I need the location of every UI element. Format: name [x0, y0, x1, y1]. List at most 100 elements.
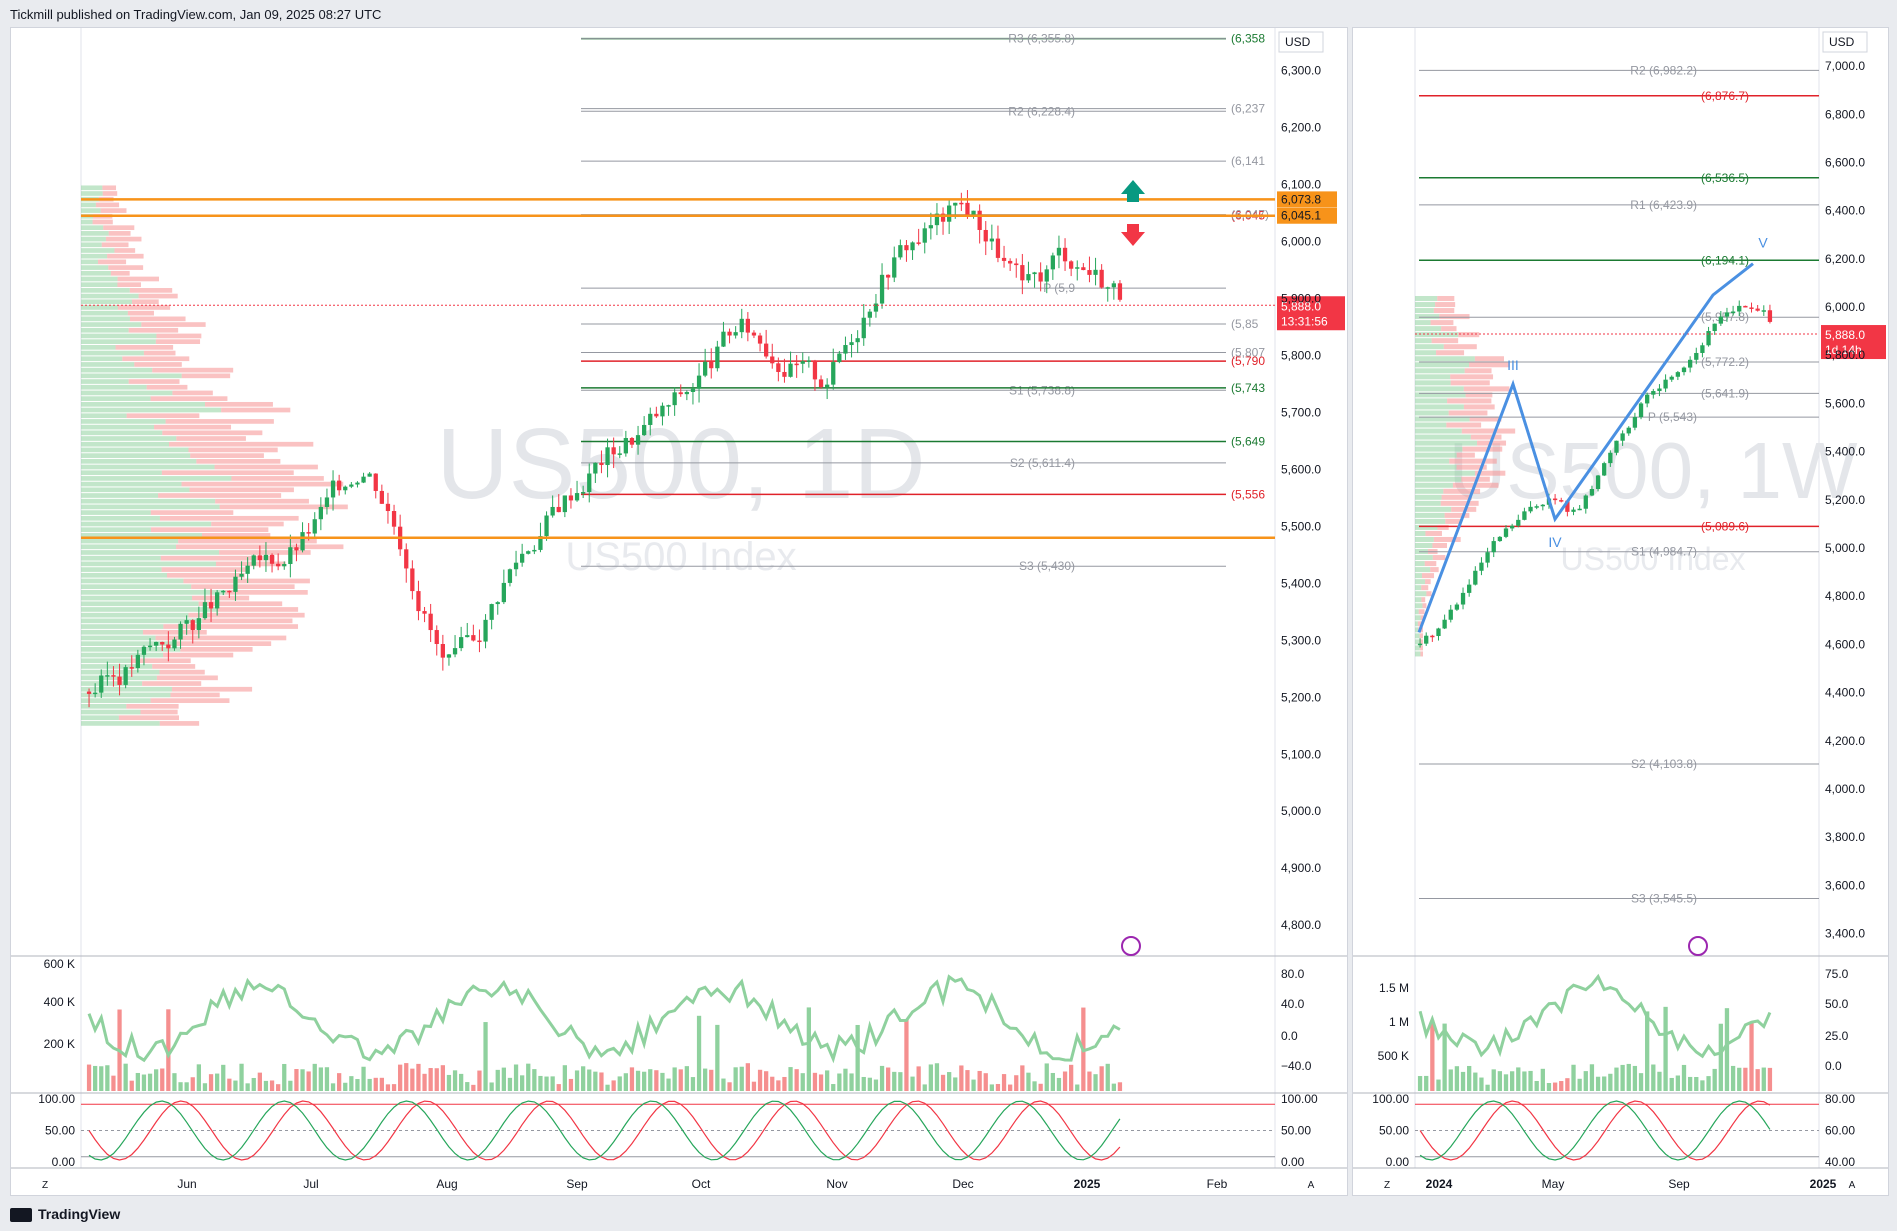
volume-profile-bar: [1430, 567, 1439, 573]
alert-icon: [1688, 936, 1708, 956]
volume-bar: [922, 1084, 927, 1091]
volume-profile-bar: [122, 356, 190, 362]
volume-profile-bar: [1415, 530, 1426, 536]
stoch-axis-tick: 50.00: [1379, 1124, 1409, 1138]
volume-profile-bar: [1464, 368, 1492, 374]
candle-body: [1436, 628, 1441, 637]
volume-profile-bar: [1450, 374, 1494, 380]
volume-profile-bar: [150, 510, 234, 515]
candle-body: [446, 654, 452, 658]
volume-bar: [1528, 1070, 1533, 1091]
weekly-chart-panel[interactable]: US500, 1W US500 Index R2 (6,982.2) (6,876.7…: [1352, 27, 1889, 1196]
volume-bar: [1075, 1084, 1080, 1091]
volume-bar: [483, 1022, 488, 1091]
stoch-line: [1419, 1100, 1771, 1161]
price-axis-tick: 5,300.0: [1281, 633, 1321, 647]
volume-profile-bar: [1440, 500, 1479, 506]
volume-profile-bar: [1463, 404, 1495, 410]
volume-profile-bar: [155, 339, 201, 344]
weekly-chart-svg[interactable]: US500, 1W US500 Index R2 (6,982.2) (6,876.7…: [1353, 28, 1888, 1195]
volume-bar: [879, 1065, 885, 1091]
volume-bar: [99, 1066, 104, 1091]
volume-profile-bar: [188, 612, 305, 618]
volume-bar: [1008, 1084, 1013, 1091]
volume-bar: [1509, 1071, 1515, 1091]
volume-profile-bar: [1419, 633, 1423, 639]
volume-profile-bar: [81, 584, 192, 590]
volume-bar: [1460, 1071, 1466, 1091]
volume-bar: [1099, 1066, 1104, 1091]
volume-profile-bar: [219, 504, 348, 510]
candle-body: [904, 245, 909, 251]
volume-profile-bar: [81, 493, 159, 498]
volume-profile-bar: [1415, 302, 1436, 308]
volume-profile-bar: [102, 191, 118, 196]
candle-body: [910, 242, 915, 251]
level-label: (5,649: [1231, 434, 1265, 448]
volume-bar: [818, 1074, 824, 1091]
oscillator-axis-tick: 0.0: [1281, 1029, 1298, 1043]
volume-profile-bar: [214, 464, 318, 470]
footer-brand[interactable]: TradingView: [0, 1198, 1897, 1231]
price-axis-tick: 6,400.0: [1825, 204, 1865, 218]
volume-profile-bar: [81, 441, 169, 447]
volume-profile-bar: [216, 607, 299, 612]
daily-chart-panel[interactable]: US500, 1D US500 Index (6,358 R3 (6,355.8) R2…: [10, 27, 1348, 1196]
volume-bar: [751, 1081, 757, 1091]
candle-body: [934, 213, 940, 226]
key-level-tag: [1277, 207, 1337, 224]
volume-profile-bar: [152, 367, 234, 373]
candle-body: [1008, 260, 1013, 264]
volume-profile-bar: [81, 185, 103, 191]
candle-body: [1583, 495, 1588, 509]
volume-profile-bar: [1415, 374, 1451, 380]
daily-chart-svg[interactable]: US500, 1D US500 Index (6,358 R3 (6,355.8) R2…: [11, 28, 1347, 1195]
candle-body: [245, 565, 250, 574]
candle-body: [233, 576, 238, 592]
price-axis-tick: 5,600.0: [1825, 396, 1865, 410]
candle-body: [483, 619, 488, 642]
oscillator-axis-tick: −40.0: [1281, 1059, 1312, 1073]
candle-body: [1081, 267, 1086, 271]
level-label: (5,772.2): [1701, 355, 1749, 369]
volume-profile-bar: [81, 721, 160, 726]
volume-profile-bar: [81, 515, 160, 521]
volume-bar: [1724, 1008, 1730, 1091]
volume-profile-bar: [1415, 621, 1418, 627]
volume-bar: [745, 1063, 750, 1091]
stoch-axis-tick: 100.00: [1281, 1092, 1318, 1106]
volume-profile-bar: [1474, 356, 1504, 362]
tradingview-logo-icon: [10, 1208, 32, 1223]
volume-profile-bar: [81, 618, 203, 624]
volume-profile-bar: [81, 430, 163, 436]
candle-body: [1577, 508, 1582, 511]
price-axis-tick: 5,800.0: [1825, 348, 1865, 362]
volume-profile-bar: [81, 709, 141, 715]
volume-profile-bar: [81, 265, 109, 270]
volume-profile-bar: [1415, 506, 1452, 512]
candle-body: [867, 311, 872, 318]
volume-profile-bar: [163, 624, 299, 629]
volume-bar: [184, 1082, 189, 1091]
candle-body: [294, 547, 299, 551]
volume-bar: [1700, 1080, 1705, 1091]
volume-bar: [1442, 1023, 1447, 1091]
volume-bar: [1694, 1076, 1699, 1091]
volume-profile-bar: [190, 453, 264, 458]
candle-body: [300, 532, 305, 551]
volume-bar: [1657, 1071, 1662, 1091]
volume-profile-bar: [1415, 536, 1434, 542]
volume-bar: [477, 1070, 482, 1091]
oscillator-axis-tick: 50.0: [1825, 997, 1849, 1011]
candle-body: [178, 623, 183, 640]
level-label: P (5,9: [1043, 281, 1075, 295]
candle-body: [1479, 562, 1484, 571]
volume-bar: [629, 1067, 635, 1091]
brand-label: TradingView: [38, 1206, 121, 1222]
price-axis-tick: 6,200.0: [1281, 120, 1321, 134]
candle-body: [227, 590, 232, 593]
volume-profile-bar: [81, 658, 132, 664]
candle-body: [1638, 403, 1644, 418]
symbol-subtitle-watermark: US500 Index: [1560, 541, 1745, 577]
volume-bar: [928, 1064, 933, 1091]
